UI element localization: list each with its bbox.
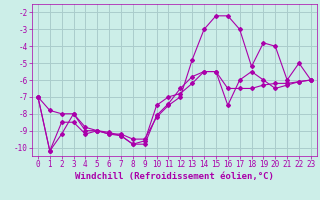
X-axis label: Windchill (Refroidissement éolien,°C): Windchill (Refroidissement éolien,°C) [75,172,274,181]
